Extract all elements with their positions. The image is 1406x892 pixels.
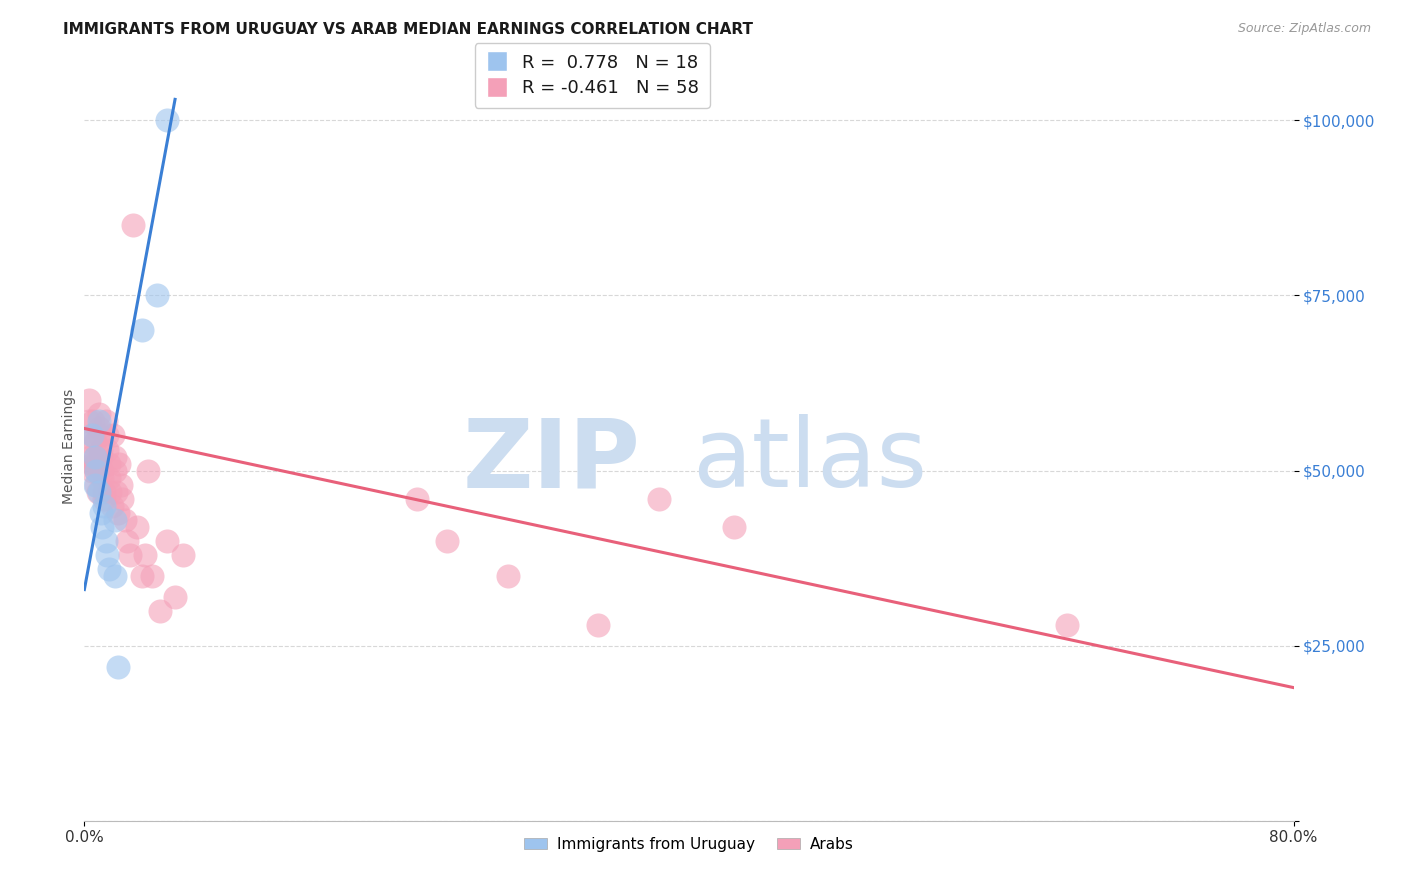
Text: atlas: atlas (692, 415, 928, 508)
Y-axis label: Median Earnings: Median Earnings (62, 388, 76, 504)
Point (89, 408, 111, 422)
Point (1056, 617, 1078, 632)
Point (91, 463, 114, 477)
Point (86, 463, 108, 477)
Point (89, 415, 111, 429)
Point (91, 470, 114, 484)
Point (156, 113, 179, 128)
Point (89, 484, 111, 499)
Point (89, 428, 111, 442)
Point (96, 442, 118, 457)
Point (93, 499, 115, 513)
Point (96, 428, 118, 442)
Point (104, 512, 127, 526)
Point (107, 659, 129, 673)
Text: Source: ZipAtlas.com: Source: ZipAtlas.com (1237, 22, 1371, 36)
Point (94, 415, 117, 429)
Point (723, 519, 745, 533)
Point (118, 548, 141, 562)
Point (84, 450, 107, 464)
Point (436, 533, 458, 548)
Point (104, 568, 127, 582)
Point (172, 548, 194, 562)
Point (91, 519, 114, 533)
Point (156, 533, 179, 548)
Point (97, 470, 120, 484)
Point (131, 323, 153, 337)
Point (90, 450, 112, 464)
Point (84, 457, 107, 471)
Point (406, 491, 429, 506)
Point (127, 519, 149, 533)
Point (588, 617, 610, 632)
Text: ZIP: ZIP (463, 415, 641, 508)
Point (82, 415, 104, 429)
Point (110, 477, 132, 491)
Point (80, 428, 103, 442)
Point (149, 603, 172, 617)
Point (134, 548, 156, 562)
Point (97, 457, 120, 471)
Point (141, 568, 163, 582)
Point (136, 463, 159, 477)
Point (90, 506, 112, 520)
Point (101, 428, 124, 442)
Point (108, 457, 131, 471)
Point (84, 450, 107, 464)
Point (165, 590, 187, 604)
Point (121, 219, 143, 233)
Point (77, 393, 100, 408)
Point (496, 568, 519, 582)
Point (97, 561, 120, 575)
Point (80, 463, 103, 477)
Point (96, 548, 118, 562)
Point (100, 499, 122, 513)
Point (648, 491, 671, 506)
Point (131, 568, 153, 582)
Point (77, 415, 100, 429)
Point (86, 477, 108, 491)
Point (111, 491, 134, 506)
Point (80, 457, 103, 471)
Legend: Immigrants from Uruguay, Arabs: Immigrants from Uruguay, Arabs (519, 830, 859, 858)
Point (98, 484, 121, 499)
Point (94, 533, 117, 548)
Text: IMMIGRANTS FROM URUGUAY VS ARAB MEDIAN EARNINGS CORRELATION CHART: IMMIGRANTS FROM URUGUAY VS ARAB MEDIAN E… (63, 22, 754, 37)
Point (82, 428, 104, 442)
Point (104, 463, 127, 477)
Point (146, 288, 169, 302)
Point (104, 450, 127, 464)
Point (84, 435, 107, 450)
Point (107, 506, 129, 520)
Point (115, 533, 138, 548)
Point (114, 512, 136, 526)
Point (93, 484, 115, 499)
Point (90, 442, 112, 457)
Point (79, 450, 101, 464)
Point (105, 484, 128, 499)
Point (86, 463, 108, 477)
Point (84, 477, 107, 491)
Point (79, 435, 101, 450)
Point (87, 484, 110, 499)
Point (93, 491, 115, 506)
Point (89, 421, 111, 435)
